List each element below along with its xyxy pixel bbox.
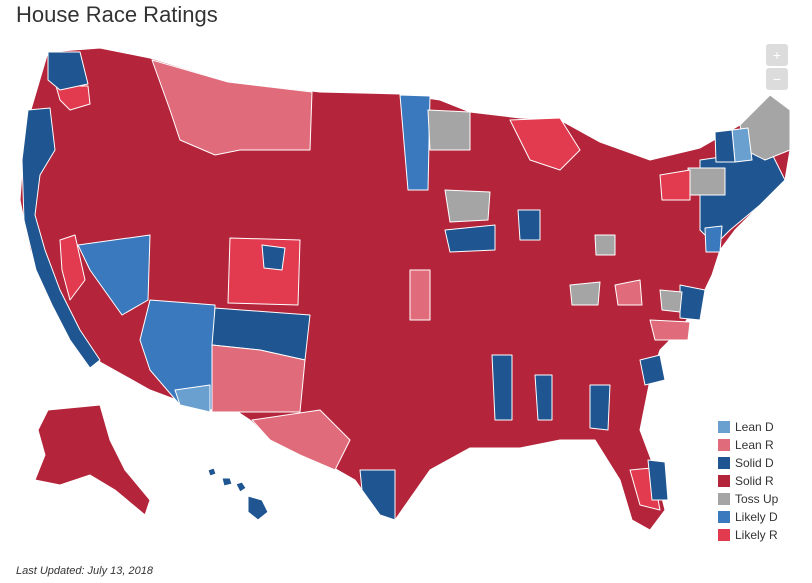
legend-swatch [718,475,730,487]
legend-swatch [718,511,730,523]
region-vt-d[interactable] [714,129,736,163]
region-fl-d[interactable] [647,459,669,501]
legend-label: Lean D [735,420,774,434]
legend-item-likely-r[interactable]: Likely R [718,526,778,544]
region-ms-d[interactable] [491,354,513,421]
legend-item-solid-d[interactable]: Solid D [718,454,778,472]
us-house-map[interactable] [0,30,812,570]
region-ky-toss-up[interactable] [569,281,601,306]
region-michigan[interactable] [509,117,581,171]
region-ny-likely-r[interactable] [659,169,691,201]
legend-label: Solid R [735,474,774,488]
region-sc-d[interactable] [639,354,666,386]
map-title: House Race Ratings [16,2,218,27]
legend-swatch [718,493,730,505]
region-midwest-d[interactable] [444,224,496,253]
legend-swatch [718,457,730,469]
legend-item-solid-r[interactable]: Solid R [718,472,778,490]
region-mn-toss-up[interactable] [427,109,471,151]
zoom-out-button[interactable]: − [766,68,788,90]
region-ks-lean-r[interactable] [409,269,431,321]
region-chicago-d[interactable] [517,209,541,241]
region-al-d[interactable] [534,374,553,421]
region-montana[interactable] [151,59,313,156]
region-minnesota-d[interactable] [399,94,431,191]
region-az-lean-d[interactable] [174,384,211,413]
legend-swatch [718,529,730,541]
region-nc-lean-r[interactable] [649,319,691,341]
legend-label: Likely D [735,510,778,524]
legend-item-toss-up[interactable]: Toss Up [718,490,778,508]
region-nm-lean-r[interactable] [211,344,306,413]
region-ia-toss-up[interactable] [444,189,491,223]
legend-swatch [718,421,730,433]
legend-label: Likely R [735,528,778,542]
region-tx-lean-r[interactable] [251,409,351,471]
legend: Lean D Lean R Solid D Solid R Toss Up Li… [718,418,778,544]
legend-label: Toss Up [735,492,779,506]
region-nevada[interactable] [77,234,151,316]
legend-label: Lean R [735,438,774,452]
region-va-toss-up[interactable] [659,289,683,313]
legend-item-likely-d[interactable]: Likely D [718,508,778,526]
region-ga-d[interactable] [589,384,611,431]
zoom-in-button[interactable]: + [766,44,788,66]
region-hawaii[interactable] [207,467,269,521]
region-co-denver-d[interactable] [261,244,286,271]
region-tx-south-d[interactable] [359,469,396,521]
legend-label: Solid D [735,456,774,470]
region-oh-toss-up[interactable] [594,234,616,256]
region-wv-lean-r[interactable] [614,279,643,306]
last-updated: Last Updated: July 13, 2018 [16,565,153,577]
legend-item-lean-r[interactable]: Lean R [718,436,778,454]
region-ca-likely-r[interactable] [59,234,86,301]
region-west-coast-d[interactable] [21,107,101,369]
region-wa-solid-d[interactable] [47,51,89,91]
region-ny-toss-up[interactable] [687,167,726,196]
region-alaska[interactable] [34,404,151,516]
region-nj-likely-d[interactable] [704,225,723,253]
region-va-d[interactable] [679,284,706,321]
legend-swatch [718,439,730,451]
region-wa-likely-r[interactable] [55,85,91,111]
legend-item-lean-d[interactable]: Lean D [718,418,778,436]
